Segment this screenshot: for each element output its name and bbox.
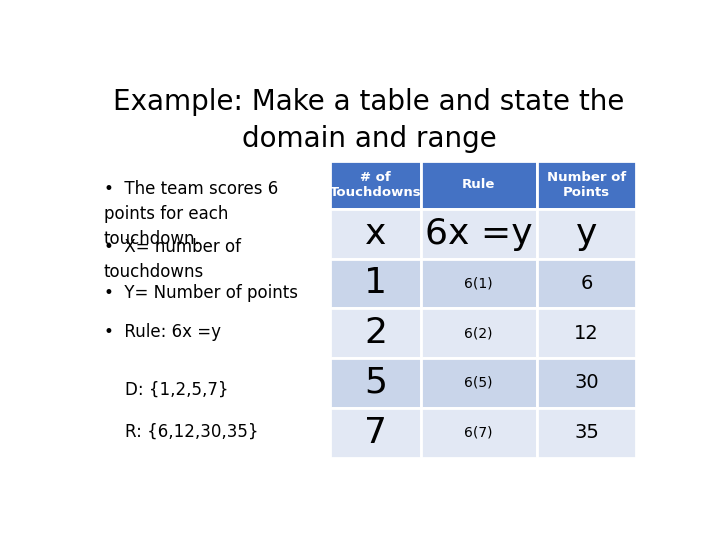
Bar [537,358,636,408]
Bar [420,259,537,308]
Text: 1: 1 [364,266,387,300]
Text: 6: 6 [580,274,593,293]
Text: Number of
Points: Number of Points [547,171,626,199]
Bar [420,308,537,358]
Text: 12: 12 [575,323,599,343]
Text: y: y [576,217,598,251]
Text: •  Rule: 6x =y: • Rule: 6x =y [104,323,221,341]
Text: # of
Touchdowns: # of Touchdowns [330,171,421,199]
Text: 35: 35 [574,423,599,442]
Text: •  Y= Number of points: • Y= Number of points [104,284,298,302]
Bar [330,408,420,457]
Text: R: {6,12,30,35}: R: {6,12,30,35} [125,423,258,441]
Text: •  X= number of
touchdowns: • X= number of touchdowns [104,238,241,281]
Text: 6x =y: 6x =y [425,217,533,251]
Bar [420,209,537,259]
Bar [537,259,636,308]
Bar [537,308,636,358]
Text: D: {1,2,5,7}: D: {1,2,5,7} [125,381,228,399]
Bar [537,209,636,259]
Bar [330,358,420,408]
Text: 6(1): 6(1) [464,276,493,291]
Bar [420,408,537,457]
Bar [420,358,537,408]
Text: Example: Make a table and state the
domain and range: Example: Make a table and state the doma… [113,88,625,153]
Bar [330,161,420,209]
Text: 6(2): 6(2) [464,326,493,340]
Bar [330,308,420,358]
Bar [330,259,420,308]
Bar [420,161,537,209]
Bar [537,161,636,209]
Text: •  The team scores 6
points for each
touchdown.: • The team scores 6 points for each touc… [104,180,278,248]
Bar [537,408,636,457]
Text: 30: 30 [575,373,599,393]
Text: 6(7): 6(7) [464,426,493,440]
Text: x: x [365,217,386,251]
Text: 6(5): 6(5) [464,376,493,390]
Text: Rule: Rule [462,178,495,191]
Text: 5: 5 [364,366,387,400]
Text: 7: 7 [364,416,387,450]
Text: 2: 2 [364,316,387,350]
Bar [330,209,420,259]
